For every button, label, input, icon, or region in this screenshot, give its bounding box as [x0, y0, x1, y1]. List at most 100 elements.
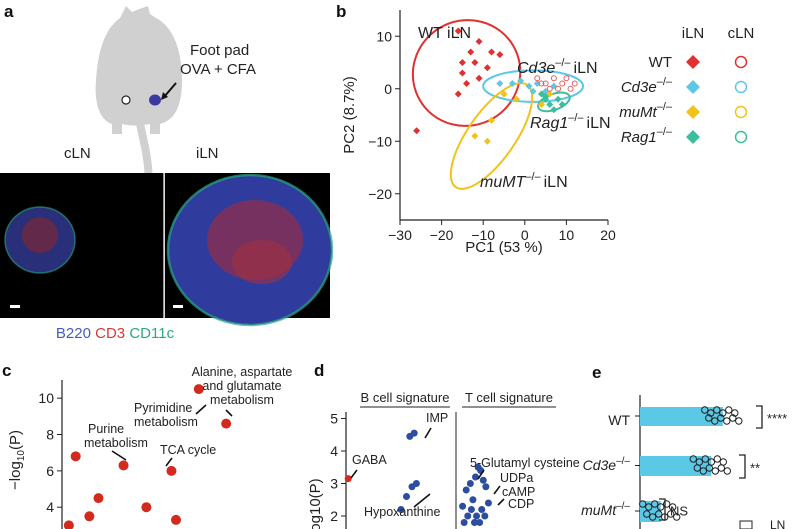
annotation-arrow-icon [111, 450, 127, 461]
pca-point-wt [471, 59, 479, 66]
annotation-arrow-icon [225, 409, 233, 417]
t-signature-point [481, 512, 489, 520]
annotation-arrow-icon [165, 457, 173, 467]
legend-label: WT [649, 54, 672, 71]
pca-point-cln [538, 80, 545, 87]
d-point-label: IMP [426, 411, 448, 425]
pca-point-mumt [537, 101, 545, 108]
d-y-tick-label: 4 [330, 443, 338, 459]
pyrimidine-label-1: Pyrimidine [134, 401, 192, 415]
e-dot [711, 417, 719, 425]
b-signature-point [403, 493, 410, 500]
cln-node-icon [121, 95, 131, 105]
pca-point-rag1 [558, 101, 566, 108]
pca-point-wt [475, 74, 483, 82]
t-signature-point [470, 519, 478, 526]
pca-point-cd3e [517, 77, 525, 85]
annotation-arrow-icon [497, 498, 505, 506]
e-dot [719, 458, 727, 466]
pca-x-tick-label: −30 [388, 227, 412, 243]
t-signature-point [466, 480, 474, 487]
mumt-iln-annotation: muMT–/– iLN [480, 171, 568, 191]
pca-point-rag1 [546, 101, 554, 108]
pca-point-cln [542, 80, 549, 87]
pca-point-cln [550, 75, 557, 82]
e-cat-cd3e: Cd3e–/– [583, 456, 631, 473]
e-dot [651, 500, 659, 508]
signature-plot: 5 4 3 2 og10(P) B cell signature T cell signat… [307, 390, 580, 529]
scale-bar-cln [10, 305, 20, 308]
pathway-point [141, 502, 152, 513]
legend-label: Cd3e–/– [621, 76, 673, 96]
pathway-point [63, 520, 74, 529]
pca-point-cln [555, 85, 562, 92]
t-signature-point [467, 506, 475, 513]
pca-point-mumt [488, 116, 496, 124]
e-significance-label: ** [750, 461, 760, 476]
pca-point-wt [496, 51, 504, 59]
legend-marker-iln [686, 130, 700, 144]
e-dot [735, 417, 743, 425]
pca-point-wt [458, 59, 466, 66]
iln-micrograph [165, 173, 334, 327]
legend-label: muMt–/– [619, 101, 673, 121]
pca-y-label: PC2 (8.7%) [341, 76, 358, 154]
d-point-label: Hypoxanthine [364, 505, 440, 519]
pca-point-cd3e [525, 82, 533, 90]
pyrimidine-label-2: metabolism [134, 415, 198, 429]
pca-point-cln [563, 75, 570, 82]
e-dot [673, 513, 681, 521]
pca-point-wt [463, 80, 471, 87]
rag1-iln-annotation: Rag1–/– iLN [530, 112, 611, 132]
e-dot [689, 455, 697, 463]
pca-point-rag1 [542, 93, 550, 101]
b-signature-point [410, 429, 418, 437]
t-signature-point [484, 499, 492, 507]
b-signature-point [397, 506, 405, 513]
t-signature-point [459, 502, 467, 510]
pca-x-tick-label: 10 [559, 227, 575, 243]
pca-point-wt [488, 48, 496, 56]
legend-header-cln: cLN [728, 25, 755, 42]
t-signature-point [476, 519, 484, 526]
e-dot [705, 414, 713, 422]
t-signature-header: T cell signature [465, 390, 553, 405]
cd3e-iln-annotation: Cd3e–/– iLN [517, 57, 598, 77]
e-cat-mumt: muMt–/– [581, 501, 630, 518]
pca-y-tick-label: −20 [368, 186, 392, 202]
t-signature-point [464, 512, 472, 520]
t-signature-point [478, 506, 486, 513]
pca-point-wt [475, 38, 483, 45]
pca-point-mumt [500, 90, 508, 98]
e-dot [707, 409, 715, 417]
d-point-label: 5-Glutamyl cysteine [470, 456, 580, 470]
e-dot [723, 417, 731, 425]
e-dot [667, 510, 675, 518]
pca-point-wt [467, 48, 475, 56]
pca-x-tick-label: −20 [430, 227, 454, 243]
b-signature-header: B cell signature [361, 390, 450, 405]
t-signature-point [479, 476, 487, 484]
pca-x-tick-label: −10 [471, 227, 495, 243]
e-significance-label: **** [767, 411, 787, 426]
legend-marker-iln [686, 80, 700, 94]
e-dot [701, 406, 709, 414]
stain-legend: B220 CD3 CD11c [56, 325, 175, 342]
c-y-tick-label: 6 [46, 463, 54, 479]
alanine-label-3: metabolism [210, 393, 274, 407]
d-y-label: og10(P) [307, 478, 324, 529]
e-significance-bracket [739, 454, 746, 479]
d-point-label: UDPa [500, 471, 533, 485]
cln-label: cLN [64, 145, 91, 162]
t-signature-point [482, 483, 490, 491]
c-y-tick-label: 10 [38, 390, 54, 406]
c-y-label: −log10(P) [7, 430, 27, 490]
e-dot [707, 458, 715, 466]
panel-b-letter: b [336, 2, 346, 21]
pca-point-mumt [471, 132, 479, 140]
c-y-tick-label: 4 [46, 499, 54, 515]
pca-point-wt [458, 69, 466, 77]
e-significance-bracket [756, 405, 763, 429]
e-dot [639, 500, 647, 508]
